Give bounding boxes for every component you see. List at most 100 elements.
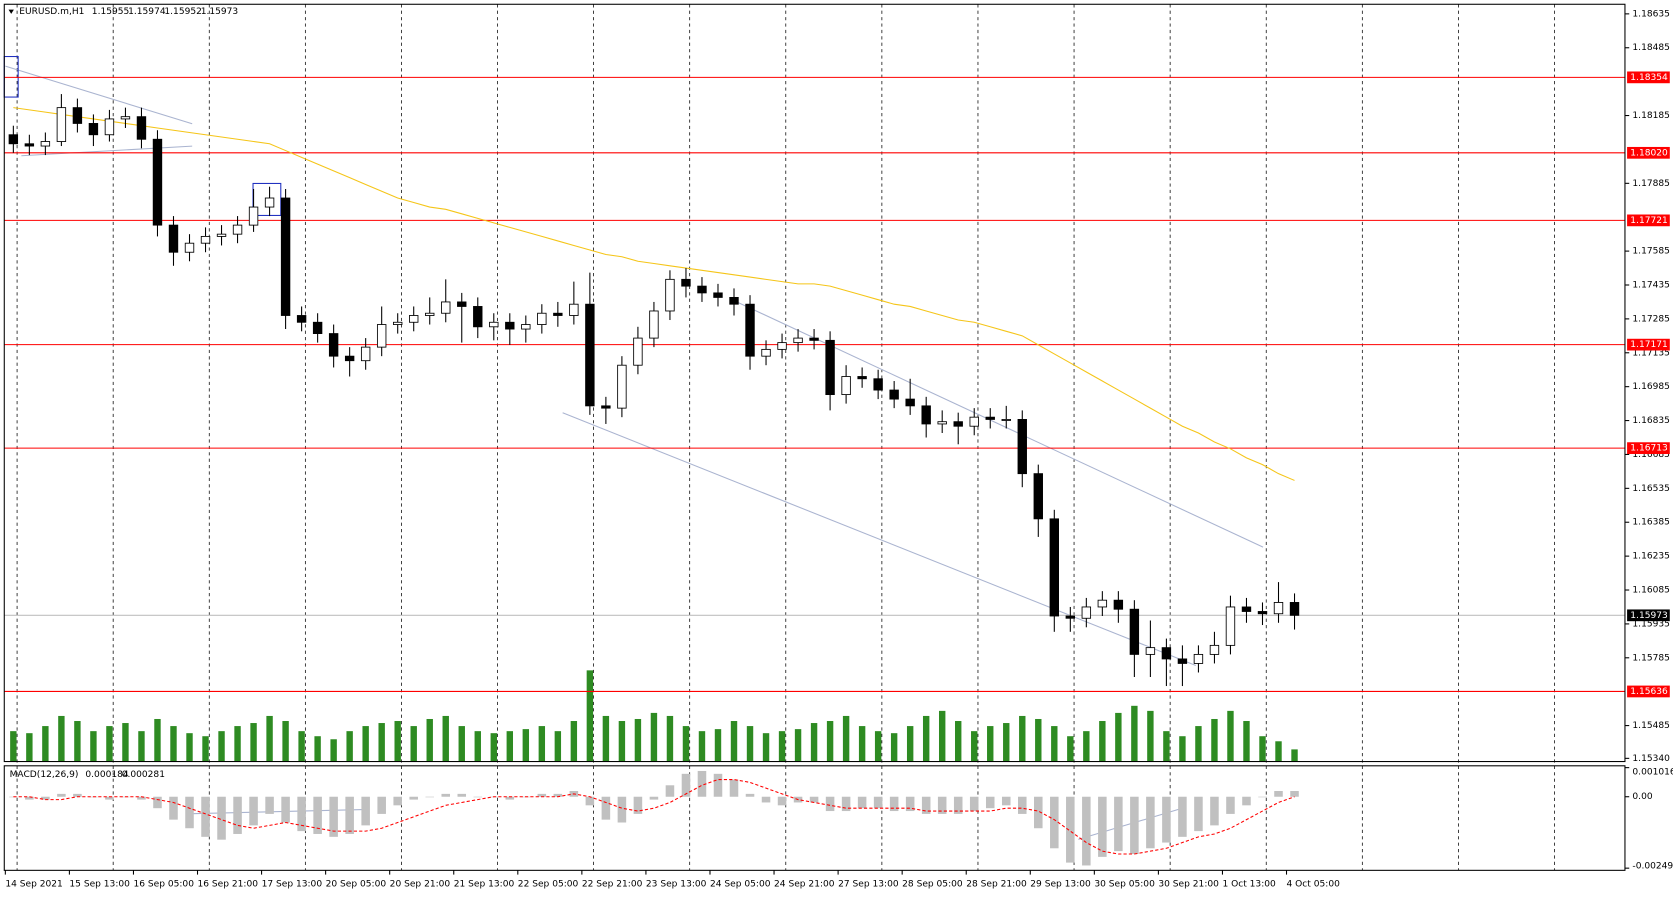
macd-bar (249, 796, 258, 826)
candle-body (152, 138, 163, 226)
candle-body (312, 321, 323, 334)
candle-body (425, 312, 435, 316)
volume-bar (298, 731, 305, 762)
candle-body (344, 355, 355, 362)
candle-body (745, 303, 755, 357)
volume-bar (394, 721, 401, 762)
candle-body (1129, 608, 1140, 655)
menu-arrow[interactable] (8, 9, 14, 14)
candle-body (200, 235, 211, 244)
y-tick-label: 1.17285 (1632, 314, 1670, 324)
x-tick-label: 24 Sep 21:00 (774, 880, 835, 890)
y-tick-label: 1.18485 (1632, 43, 1670, 53)
x-tick-label: 27 Sep 13:00 (838, 880, 899, 890)
level-label: 1.17171 (1630, 340, 1668, 350)
volume-bar (698, 731, 706, 762)
macd-bar (553, 793, 563, 797)
candle-body (585, 303, 595, 407)
volume-bar (202, 736, 209, 762)
macd-signal (13, 779, 1295, 855)
x-tick-label: 4 Oct 05:00 (1287, 880, 1341, 890)
x-tick-label: 20 Sep 05:00 (326, 880, 387, 890)
candle-body (184, 242, 195, 253)
macd-bar (41, 796, 50, 800)
candle-body (1225, 606, 1236, 646)
x-tick-label: 22 Sep 21:00 (582, 880, 643, 890)
x-tick-label: 16 Sep 05:00 (133, 880, 194, 890)
macd-bar (441, 793, 451, 797)
levels (4, 76, 1625, 692)
trend-line (5, 65, 193, 125)
macd-label: MACD(12,26,9) (10, 770, 79, 780)
volume-bar (490, 733, 497, 762)
volume-bar (346, 731, 353, 762)
macd-bar (1130, 796, 1139, 855)
macd-y-tick-label: 0.001016 (1632, 768, 1673, 778)
macd-bar (745, 793, 755, 797)
candle-body (1241, 606, 1252, 612)
macd-bar (681, 773, 691, 797)
volume-bar (586, 670, 594, 762)
volume-bar (874, 731, 882, 762)
candle-body (168, 224, 179, 253)
volume-bar (426, 718, 433, 762)
level-label: 1.15636 (1630, 687, 1668, 697)
macd-bar (329, 796, 338, 837)
candle-body (216, 233, 227, 237)
candle-body (1065, 615, 1076, 619)
ohlc-open: 1.15955 (92, 7, 130, 17)
candle-body (72, 107, 83, 124)
volume-bar (330, 739, 337, 762)
candle-body (921, 405, 931, 425)
macd-bar (425, 796, 434, 798)
volume-bar (506, 731, 514, 762)
x-tick-label: 30 Sep 21:00 (1158, 880, 1219, 890)
candle-body (40, 141, 51, 147)
macd-bar (201, 796, 210, 837)
volume-bar (938, 710, 946, 762)
candle-body (505, 321, 515, 330)
candle-body (1113, 599, 1124, 610)
candle-body (553, 312, 563, 316)
volume-bar (218, 731, 225, 762)
macd-bar (1146, 796, 1155, 849)
macd-bar (25, 796, 34, 800)
candle-body (617, 364, 627, 409)
x-tick-label: 23 Sep 13:00 (646, 880, 707, 890)
candle-body (328, 333, 339, 357)
macd-bar (505, 796, 515, 800)
x-tick-label: 28 Sep 05:00 (902, 880, 963, 890)
ohlc-high: 1.15974 (128, 7, 166, 17)
macd-bar (1017, 796, 1027, 814)
macd-bar (313, 796, 322, 834)
macd-bar (1162, 796, 1171, 843)
volume-bar (1067, 736, 1074, 762)
volume-bar (10, 731, 17, 762)
candle-body (793, 337, 803, 344)
candle-body (873, 378, 883, 391)
volume-bar (650, 712, 658, 762)
volume-bar (138, 731, 145, 762)
volume-bar (90, 731, 97, 762)
drawings (3, 55, 1264, 840)
x-tick-label: 21 Sep 13:00 (454, 880, 515, 890)
macd-bar (777, 796, 787, 806)
macd-bar (1210, 796, 1219, 826)
y-tick-label: 1.18635 (1632, 9, 1670, 19)
candle-body (825, 339, 835, 396)
volume-bar (714, 729, 722, 762)
macd-bar (649, 796, 659, 800)
volume-bar (234, 726, 241, 762)
x-tick-label: 14 Sep 2021 (5, 880, 62, 890)
macd-bar (169, 796, 178, 820)
volume-bar (122, 723, 129, 762)
volume-bar (987, 726, 994, 762)
volume-bar (955, 721, 962, 762)
symbol-title: EURUSD.m,H1 (19, 7, 84, 17)
channel-line (736, 301, 1264, 548)
volume-bar (922, 715, 930, 762)
main-panel-border (3, 3, 1626, 763)
candle-body (969, 416, 979, 427)
candle-body (697, 285, 707, 294)
